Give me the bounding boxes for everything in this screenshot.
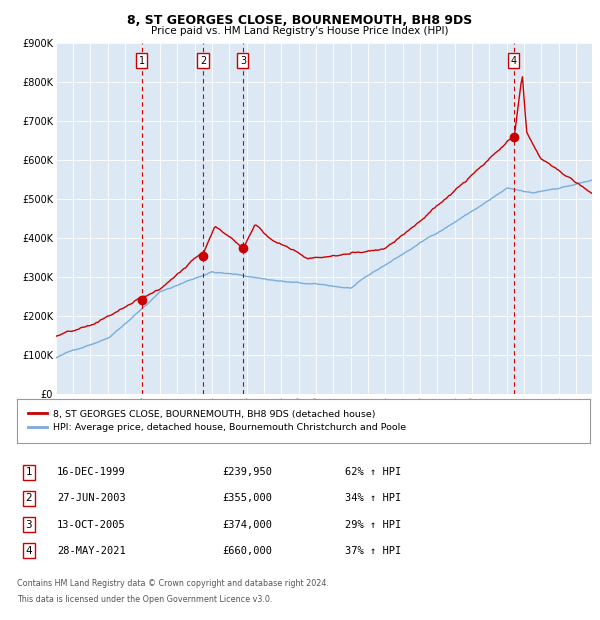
- Text: 4: 4: [511, 56, 517, 66]
- Text: 3: 3: [240, 56, 246, 66]
- Text: 29% ↑ HPI: 29% ↑ HPI: [345, 520, 401, 529]
- Text: 3: 3: [25, 520, 32, 529]
- Text: 1: 1: [139, 56, 145, 66]
- Text: This data is licensed under the Open Government Licence v3.0.: This data is licensed under the Open Gov…: [17, 595, 272, 604]
- Text: 27-JUN-2003: 27-JUN-2003: [57, 494, 126, 503]
- Text: £239,950: £239,950: [222, 467, 272, 477]
- Text: 8, ST GEORGES CLOSE, BOURNEMOUTH, BH8 9DS: 8, ST GEORGES CLOSE, BOURNEMOUTH, BH8 9D…: [127, 14, 473, 27]
- Text: Contains HM Land Registry data © Crown copyright and database right 2024.: Contains HM Land Registry data © Crown c…: [17, 578, 329, 588]
- Text: £355,000: £355,000: [222, 494, 272, 503]
- Text: 2: 2: [200, 56, 206, 66]
- Text: £660,000: £660,000: [222, 546, 272, 556]
- Text: Price paid vs. HM Land Registry's House Price Index (HPI): Price paid vs. HM Land Registry's House …: [151, 26, 449, 36]
- Text: 1: 1: [25, 467, 32, 477]
- Text: 13-OCT-2005: 13-OCT-2005: [57, 520, 126, 529]
- Text: £374,000: £374,000: [222, 520, 272, 529]
- Text: 2: 2: [25, 494, 32, 503]
- Legend: 8, ST GEORGES CLOSE, BOURNEMOUTH, BH8 9DS (detached house), HPI: Average price, : 8, ST GEORGES CLOSE, BOURNEMOUTH, BH8 9D…: [25, 406, 410, 436]
- Text: 16-DEC-1999: 16-DEC-1999: [57, 467, 126, 477]
- Text: 34% ↑ HPI: 34% ↑ HPI: [345, 494, 401, 503]
- Text: 37% ↑ HPI: 37% ↑ HPI: [345, 546, 401, 556]
- Text: 4: 4: [25, 546, 32, 556]
- Text: 28-MAY-2021: 28-MAY-2021: [57, 546, 126, 556]
- Text: 62% ↑ HPI: 62% ↑ HPI: [345, 467, 401, 477]
